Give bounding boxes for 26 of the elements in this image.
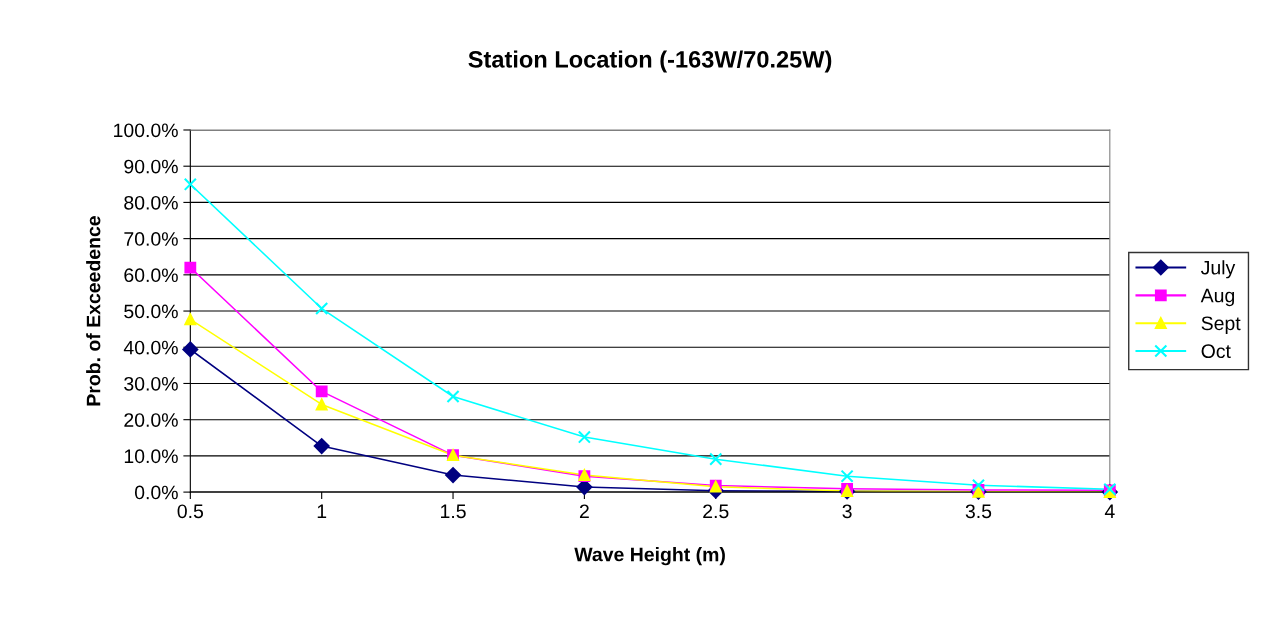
- y-tick-label: 20.0%: [124, 413, 178, 427]
- x-tick-label: 2.5: [703, 504, 729, 519]
- legend-label: Aug: [1200, 288, 1235, 307]
- legend-label: Oct: [1201, 344, 1231, 359]
- x-tick-label: 1.5: [441, 504, 466, 519]
- x-tick-label: 4: [1104, 504, 1115, 518]
- x-axis-title: Wave Height (m): [574, 547, 725, 566]
- y-tick-label: 10.0%: [124, 449, 178, 464]
- y-tick-label: 90.0%: [124, 159, 178, 174]
- x-tick-label: 1: [317, 504, 327, 518]
- legend-label: Sept: [1201, 316, 1241, 335]
- y-tick-label: 0.0%: [134, 485, 178, 500]
- x-tick-label: 3.5: [965, 504, 992, 519]
- y-tick-label: 70.0%: [124, 232, 178, 246]
- y-tick-label: 30.0%: [124, 376, 178, 391]
- x-tick-label: 0.5: [177, 504, 204, 519]
- x-tick-label: 3: [842, 504, 852, 519]
- y-tick-label: 60.0%: [124, 268, 178, 283]
- x-tick-label: 2: [579, 504, 589, 518]
- y-tick-label: 40.0%: [123, 340, 178, 355]
- y-axis-title: Prob. of Exceedence: [86, 216, 101, 406]
- y-tick-label: 100.0%: [114, 123, 178, 138]
- legend-label: July: [1200, 260, 1236, 279]
- y-tick-label: 80.0%: [124, 195, 178, 210]
- chart-title: Station Location (-163W/70.25W): [468, 50, 832, 73]
- y-tick-label: 50.0%: [124, 304, 178, 319]
